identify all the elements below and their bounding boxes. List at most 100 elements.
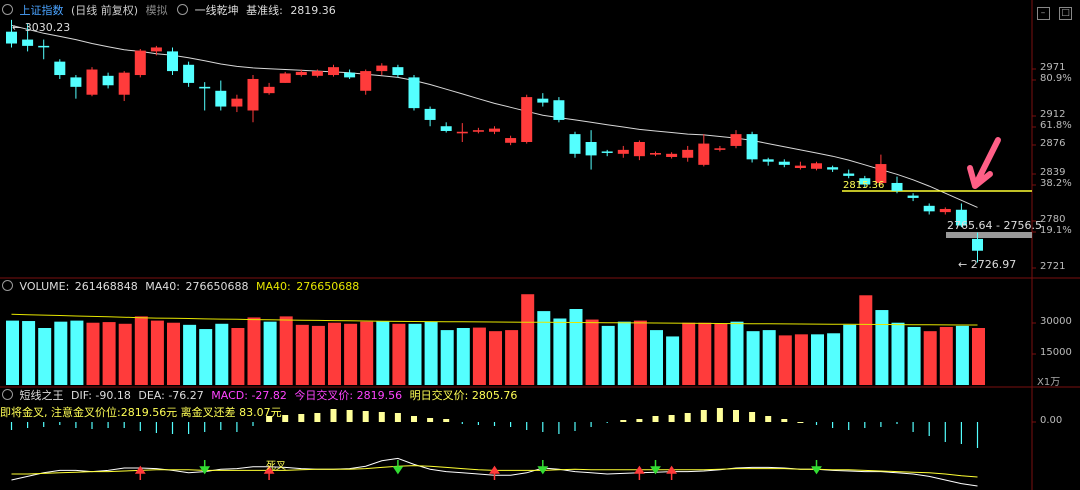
- volume-bar: [263, 321, 277, 385]
- candle-body: [505, 138, 517, 143]
- macd-bar: [266, 416, 273, 422]
- volume-bar: [86, 322, 100, 385]
- volume-tick-label: 30000: [1040, 316, 1072, 327]
- volume-bar: [344, 323, 358, 385]
- volume-bar: [811, 334, 824, 385]
- volume-bar: [102, 322, 116, 385]
- volume-bar: [505, 330, 519, 385]
- base-label: 基准线:: [246, 4, 283, 17]
- sim-label[interactable]: 模拟: [145, 4, 168, 17]
- macd-note: 即将金叉, 注意金叉价位:2819.56元 离金叉还差 83.07元: [0, 406, 282, 419]
- volume-label: VOLUME:: [19, 280, 70, 293]
- macd-tomorrow-cross: 明日交叉价: 2805.76: [409, 389, 518, 402]
- volume-value: 261468848: [74, 280, 138, 293]
- volume-bar: [440, 330, 454, 385]
- candle-body: [408, 77, 420, 109]
- candle-body: [617, 149, 629, 154]
- volume-settings-icon[interactable]: [2, 280, 13, 291]
- volume-bar: [22, 321, 36, 385]
- price-tick-label: 2971: [1040, 62, 1066, 73]
- candle-body: [714, 148, 726, 150]
- macd-bar: [282, 415, 289, 422]
- volume-bar: [392, 323, 406, 385]
- range-label: 2765.64 - 2756.5: [947, 219, 1042, 232]
- volume-bar: [231, 328, 245, 385]
- volume-bar: [650, 330, 663, 385]
- maximize-icon[interactable]: □: [1059, 7, 1072, 20]
- volume-bar: [714, 323, 728, 385]
- index-name[interactable]: 上证指数: [19, 4, 64, 17]
- high-price-value: 3030.23: [24, 21, 71, 34]
- volume-bar: [746, 331, 760, 385]
- settings-circle-icon[interactable]: [2, 4, 13, 15]
- volume-bar: [698, 322, 712, 385]
- candle-body: [907, 195, 919, 198]
- volume-bar: [843, 324, 857, 385]
- volume-bar: [311, 325, 325, 385]
- candle-body: [456, 131, 468, 134]
- volume-bar: [859, 295, 873, 385]
- candle-body: [891, 182, 903, 191]
- volume-bar: [424, 321, 438, 385]
- volume-ma-value: 276650688: [185, 280, 249, 293]
- macd-bar: [411, 416, 417, 422]
- candle-body: [279, 73, 291, 83]
- candle-body: [231, 98, 243, 107]
- volume-bar: [328, 322, 341, 385]
- candle-body: [86, 69, 98, 95]
- volume-bar: [585, 319, 599, 385]
- volume-bar: [794, 334, 808, 385]
- candle-body: [295, 71, 307, 76]
- macd-bar: [716, 408, 723, 422]
- macd-bar: [330, 409, 337, 422]
- volume-bar: [199, 329, 213, 385]
- macd-header: 短线之王 DIF: -90.18 DEA: -76.27 MACD: -27.8…: [0, 388, 521, 404]
- volume-tick-label: 15000: [1040, 347, 1072, 358]
- price-tick-label: 2780: [1040, 214, 1066, 225]
- low-price-value: 2726.97: [970, 258, 1017, 271]
- volume-bar: [569, 309, 583, 385]
- volume-bar: [134, 316, 148, 385]
- macd-bar: [733, 410, 739, 422]
- sell-arrow-icon: [811, 460, 822, 475]
- annotation-arrow: [967, 137, 1001, 189]
- candle-body: [102, 75, 114, 86]
- window-controls: – □: [1031, 5, 1072, 20]
- buy-arrow-icon: [633, 465, 645, 480]
- volume-bar: [617, 321, 631, 385]
- macd-bar: [346, 410, 353, 422]
- minimize-icon[interactable]: –: [1036, 7, 1050, 20]
- indicator-name[interactable]: 一线乾坤: [194, 4, 239, 17]
- volume-bar: [778, 335, 792, 385]
- volume-bar: [456, 328, 470, 385]
- volume-bar: [408, 323, 422, 385]
- volume-bar: [167, 322, 180, 385]
- candle-body: [553, 100, 565, 120]
- candle-body: [38, 45, 50, 48]
- macd-name[interactable]: 短线之王: [19, 389, 64, 402]
- volume-bar: [150, 320, 164, 385]
- volume-ma-label: MA40:: [145, 280, 180, 293]
- macd-settings-icon[interactable]: [2, 389, 13, 400]
- candle-body: [682, 149, 694, 158]
- candle-body: [601, 151, 613, 153]
- price-tick-label: 19.1%: [1040, 225, 1072, 236]
- candle-body: [762, 159, 774, 162]
- volume-bar: [6, 320, 19, 385]
- buy-arrow-icon: [134, 465, 146, 480]
- candle-body: [311, 71, 323, 76]
- candle-body: [794, 165, 806, 168]
- indicator-circle-icon[interactable]: [177, 4, 189, 15]
- volume-bar: [215, 323, 229, 385]
- buy-arrow-icon: [489, 465, 500, 480]
- volume-header: VOLUME: 261468848 MA40: 276650688 MA40: …: [0, 279, 363, 295]
- macd-bar: [378, 412, 385, 422]
- macd-bar: [765, 416, 772, 422]
- volume-bar: [939, 326, 953, 385]
- macd-bar: [394, 413, 401, 422]
- volume-ma-label-2: MA40:: [256, 280, 291, 293]
- volume-bar: [730, 321, 744, 385]
- candle-body: [215, 90, 227, 107]
- price-tick-label: 2721: [1040, 261, 1066, 272]
